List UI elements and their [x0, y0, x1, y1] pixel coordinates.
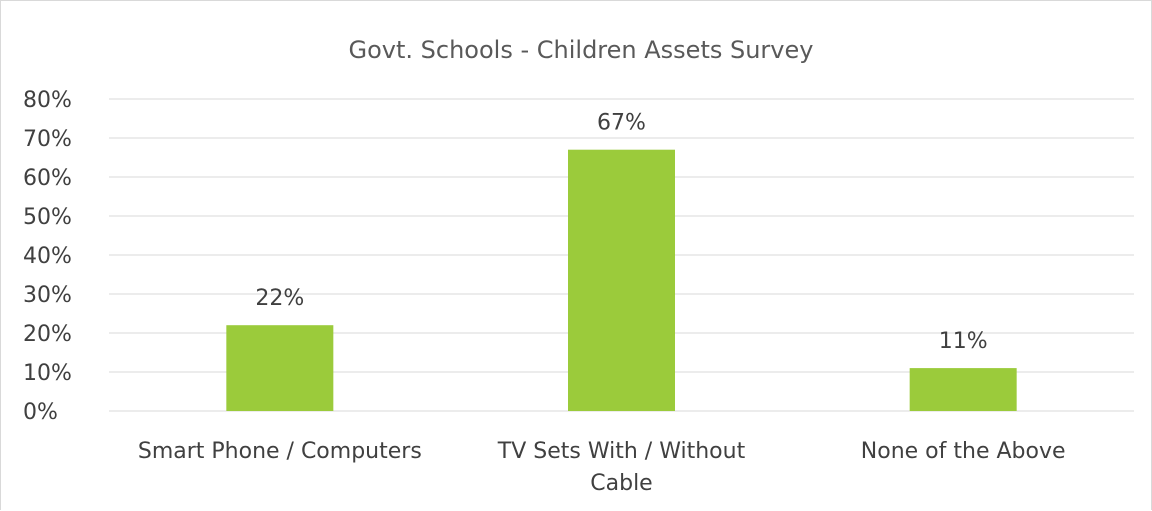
data-labels: 22% 67% 11% [255, 111, 987, 354]
data-label: 11% [939, 329, 988, 354]
y-tick-label: 60% [23, 166, 72, 191]
category-label: TV Sets With / Without Cable [497, 439, 746, 496]
bar [568, 149, 675, 411]
y-tick-label: 70% [23, 127, 72, 152]
bar [909, 368, 1017, 411]
data-label: 22% [255, 286, 304, 311]
bar [226, 325, 334, 411]
chart-title: Govt. Schools - Children Assets Survey [349, 36, 814, 64]
y-tick-label: 0% [23, 400, 58, 425]
category-label: None of the Above [861, 439, 1066, 464]
y-tick-label: 30% [23, 283, 72, 308]
y-tick-label: 50% [23, 205, 72, 230]
bars [226, 149, 1017, 411]
y-tick-label: 40% [23, 244, 72, 269]
y-tick-label: 10% [23, 361, 72, 386]
category-label: Smart Phone / Computers [138, 439, 422, 464]
x-axis-category-labels: Smart Phone / Computers TV Sets With / Wi… [138, 439, 1066, 496]
y-tick-label: 20% [23, 322, 72, 347]
data-label: 67% [597, 111, 646, 136]
y-tick-label: 80% [23, 88, 72, 113]
y-axis-tick-labels: 0% 10% 20% 30% 40% 50% 60% 70% 80% [23, 88, 72, 425]
